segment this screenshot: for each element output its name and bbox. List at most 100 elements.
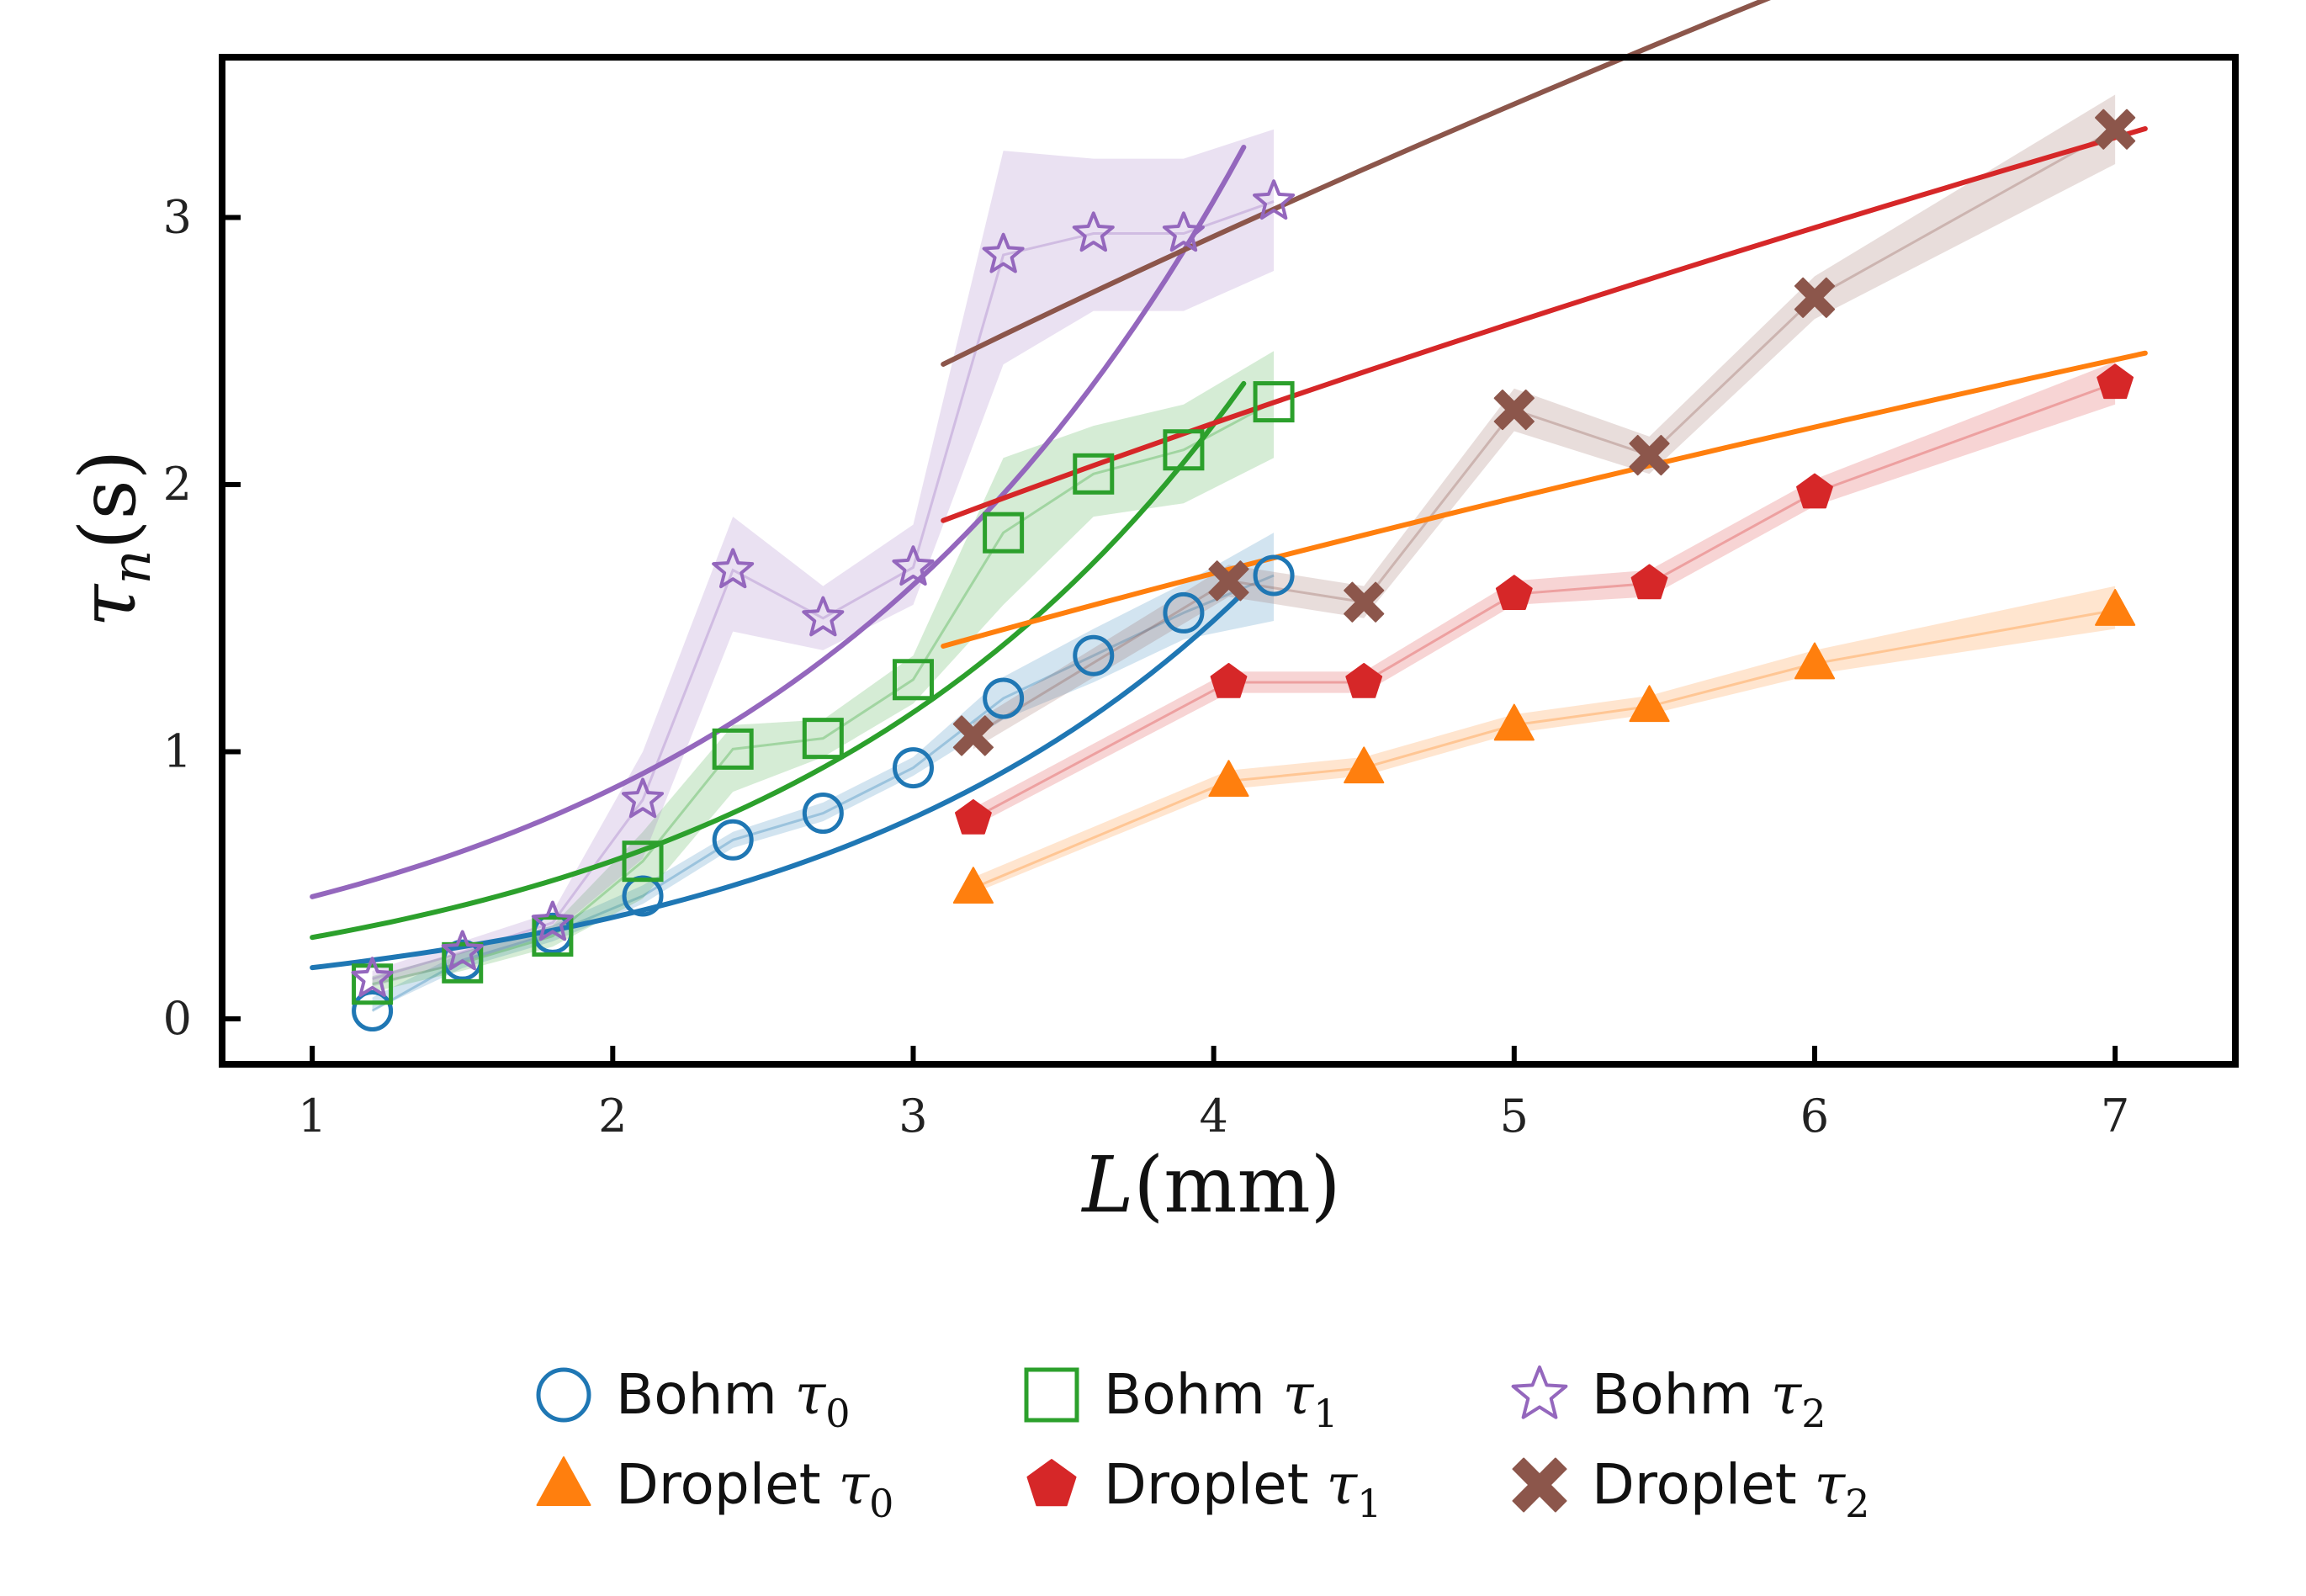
marker-bohm-1-1 xyxy=(532,915,574,957)
y-axis-title-symbol: τ xyxy=(63,583,153,628)
x-axis-title-unit: (mm) xyxy=(1133,1140,1340,1230)
band-droplet-0-0 xyxy=(973,586,2116,893)
legend-marker-bohm-2-2 xyxy=(1511,1365,1568,1419)
marker-bohm-1-1 xyxy=(892,659,934,701)
legend-label-droplet-0-0: Droplet τ0 xyxy=(616,1452,893,1526)
marker-droplet-0-0 xyxy=(2095,589,2136,626)
legend-marker-bohm-1-1 xyxy=(1024,1367,1079,1423)
marker-bohm-2-2 xyxy=(1253,179,1296,220)
marker-droplet-0-0 xyxy=(1344,746,1385,784)
marker-bohm-1-1 xyxy=(712,728,754,770)
legend-marker-droplet-2-2 xyxy=(1512,1457,1567,1513)
marker-bohm-2-2 xyxy=(1072,211,1115,252)
y-tick-label: 1 xyxy=(163,725,192,778)
x-axis-ticks: 1 2 3 4 5 6 7 xyxy=(298,1046,2129,1143)
marker-bohm-2-2 xyxy=(982,232,1025,273)
legend-label-droplet-2-2: Droplet τ2 xyxy=(1592,1452,1869,1526)
fit-line-droplet-1-1 xyxy=(941,126,2148,523)
marker-bohm-0-0 xyxy=(892,747,934,789)
band-droplet-1-1 xyxy=(973,361,2116,827)
marker-bohm-0-0 xyxy=(1073,634,1115,676)
marker-droplet-2-2 xyxy=(1493,390,1535,431)
x-tick-label: 2 xyxy=(598,1090,627,1143)
marker-droplet-2-2 xyxy=(1344,581,1385,623)
marker-droplet-2-2 xyxy=(2095,109,2136,150)
x-axis-title: L(mm) xyxy=(1080,1140,1340,1230)
y-axis-ticks: 0 1 2 3 xyxy=(163,191,241,1045)
band-bohm-1-1 xyxy=(372,351,1275,993)
x-tick-label: 7 xyxy=(2101,1090,2129,1143)
marker-bohm-1-1 xyxy=(1253,381,1295,423)
x-tick-label: 3 xyxy=(899,1090,927,1143)
x-axis-title-var: L xyxy=(1080,1140,1133,1230)
y-axis-title-unit: (s) xyxy=(63,449,153,549)
fit-line-bohm-2-2 xyxy=(310,144,1247,899)
marker-bohm-0-0 xyxy=(1253,554,1295,597)
marker-bohm-0-0 xyxy=(983,677,1025,719)
x-tick-label: 1 xyxy=(298,1090,326,1143)
data-trace-bohm-0-0 xyxy=(371,574,1275,1012)
legend: Bohm τ0 Bohm τ1 Bohm τ2 Droplet τ0 Droplet τ… xyxy=(536,1362,1869,1526)
marker-bohm-0-0 xyxy=(352,989,394,1031)
marker-droplet-1-1 xyxy=(1495,575,1533,610)
marker-droplet-0-0 xyxy=(952,867,994,904)
marker-bohm-1-1 xyxy=(352,963,394,1005)
legend-marker-droplet-1-1 xyxy=(1026,1459,1077,1507)
marker-bohm-2-2 xyxy=(441,930,484,971)
legend-label-bohm-1-1: Bohm τ1 xyxy=(1104,1362,1339,1436)
legend-marker-droplet-0-0 xyxy=(536,1456,591,1506)
y-tick-label: 0 xyxy=(163,992,192,1045)
marker-droplet-2-2 xyxy=(1794,277,1836,318)
marker-bohm-0-0 xyxy=(1163,591,1205,634)
marker-bohm-1-1 xyxy=(1073,453,1115,495)
marker-bohm-0-0 xyxy=(622,875,664,917)
marker-droplet-2-2 xyxy=(1629,434,1670,476)
marker-droplet-1-1 xyxy=(1796,473,1833,509)
marker-droplet-0-0 xyxy=(1629,685,1670,723)
marker-bohm-1-1 xyxy=(622,840,664,883)
fit-line-droplet-0-0 xyxy=(941,350,2148,650)
y-axis-title-subscript: n xyxy=(101,549,163,584)
marker-bohm-2-2 xyxy=(712,548,755,589)
data-trace-bohm-2-2 xyxy=(372,200,1275,980)
y-axis-title: τn(s) xyxy=(63,449,163,627)
x-tick-label: 4 xyxy=(1199,1090,1227,1143)
marker-droplet-2-2 xyxy=(1208,560,1249,602)
fit-line-droplet-2-2 xyxy=(941,0,1771,367)
marker-bohm-2-2 xyxy=(622,777,665,819)
marker-droplet-1-1 xyxy=(954,798,992,835)
marker-bohm-2-2 xyxy=(531,900,574,941)
legend-label-bohm-0-0: Bohm τ0 xyxy=(616,1362,851,1436)
legend-marker-bohm-0-0 xyxy=(536,1367,591,1423)
marker-bohm-2-2 xyxy=(1162,211,1205,252)
y-tick-label: 3 xyxy=(163,191,192,244)
y-tick-label: 2 xyxy=(163,458,192,511)
marker-droplet-0-0 xyxy=(1208,760,1249,798)
legend-label-droplet-1-1: Droplet τ1 xyxy=(1104,1452,1381,1526)
confidence-bands xyxy=(371,94,2116,1012)
marker-droplet-1-1 xyxy=(2097,363,2134,400)
marker-bohm-2-2 xyxy=(351,957,394,997)
marker-bohm-1-1 xyxy=(983,512,1025,554)
x-tick-label: 5 xyxy=(1500,1090,1529,1143)
marker-droplet-0-0 xyxy=(1794,642,1836,680)
marker-droplet-1-1 xyxy=(1210,662,1248,698)
plot-frame xyxy=(219,54,2239,1068)
marker-droplet-1-1 xyxy=(1345,662,1383,698)
band-bohm-0-0 xyxy=(372,533,1275,1011)
marker-droplet-1-1 xyxy=(1630,564,1668,600)
data-trace-bohm-1-1 xyxy=(372,400,1275,986)
marker-droplet-2-2 xyxy=(952,715,994,756)
marker-bohm-0-0 xyxy=(712,819,754,861)
marker-bohm-1-1 xyxy=(442,941,484,984)
marker-droplet-0-0 xyxy=(1493,703,1535,741)
marker-bohm-1-1 xyxy=(1163,429,1205,471)
marker-bohm-2-2 xyxy=(802,596,845,637)
band-bohm-2-2 xyxy=(372,129,1275,987)
marker-bohm-2-2 xyxy=(892,545,935,586)
fit-line-bohm-1-1 xyxy=(310,380,1247,941)
marker-bohm-0-0 xyxy=(802,793,844,835)
x-tick-label: 6 xyxy=(1800,1090,1829,1143)
marker-bohm-1-1 xyxy=(802,718,844,760)
